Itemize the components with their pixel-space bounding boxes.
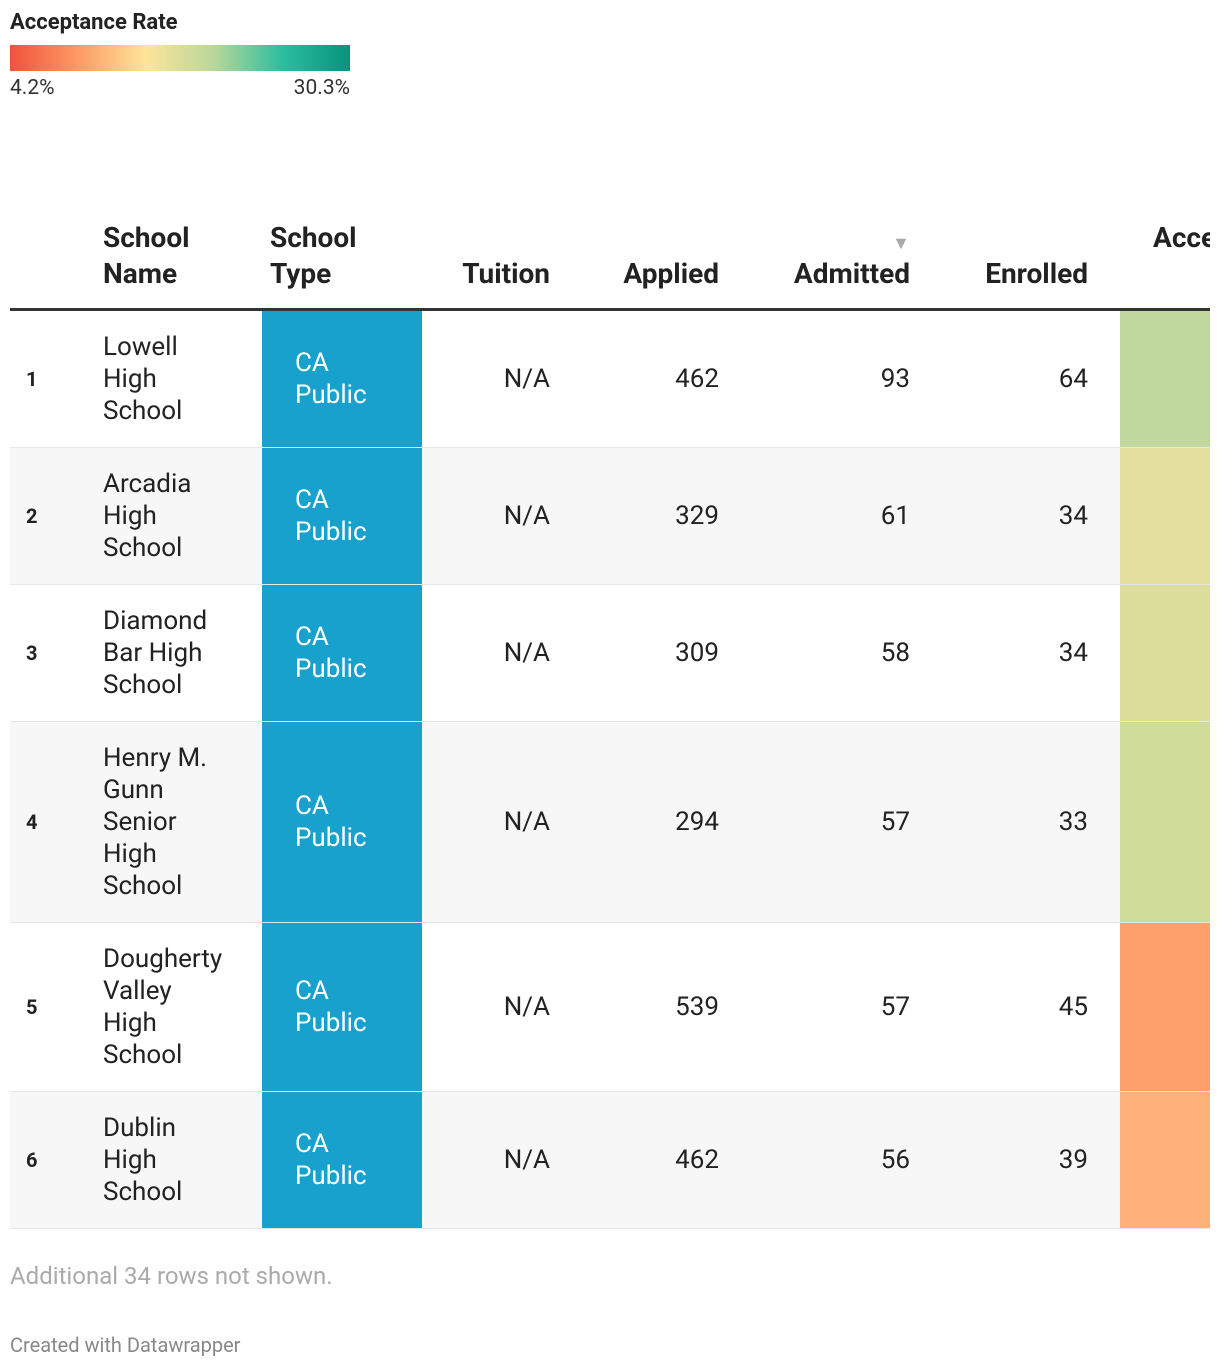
school-name: Arcadia High School <box>95 447 262 585</box>
rate-cell <box>1120 584 1210 722</box>
sort-arrow: ▼ <box>892 233 910 254</box>
applied: 539 <box>582 922 751 1092</box>
applied: 309 <box>582 584 751 722</box>
row: 6 Dublin High School CA Public N/A 462 56 39 <box>10 1091 1210 1229</box>
applied: 462 <box>582 1091 751 1229</box>
school-type: CA Public <box>262 447 422 585</box>
rate-cell <box>1120 721 1210 923</box>
school-name: Dublin High School <box>95 1091 262 1229</box>
school-name: Diamond Bar High School <box>95 584 262 722</box>
rate-cell <box>1120 447 1210 585</box>
footer-note: Additional 34 rows not shown. <box>10 1262 333 1290</box>
school-type: CA Public <box>262 584 422 722</box>
rank: 1 <box>10 309 95 448</box>
enrolled: 64 <box>942 309 1120 448</box>
school-name: Henry M. Gunn Senior High School <box>95 721 262 923</box>
table-wrap: School Name School Type Tuition Applied … <box>10 220 1210 1229</box>
school-type: CA Public <box>262 721 422 923</box>
rate-cell <box>1120 922 1210 1092</box>
admitted: 56 <box>751 1091 942 1229</box>
header-row: School Name School Type Tuition Applied … <box>10 220 1210 311</box>
admitted: 61 <box>751 447 942 585</box>
row: 2 Arcadia High School CA Public N/A 329 61 34 <box>10 447 1210 585</box>
enrolled: 34 <box>942 584 1120 722</box>
row: 4 Henry M. Gunn Senior High School CA Publ… <box>10 721 1210 923</box>
col-header-text: Admitted <box>793 257 910 290</box>
admitted: 57 <box>751 721 942 923</box>
tuition: N/A <box>422 1091 582 1229</box>
rank: 6 <box>10 1091 95 1229</box>
rate-cell <box>1120 1091 1210 1229</box>
legend-max: 30.3% <box>293 76 350 100</box>
applied: 329 <box>582 447 751 585</box>
rank-header <box>10 220 95 311</box>
col-header[interactable]: Tuition <box>422 220 582 311</box>
enrolled: 33 <box>942 721 1120 923</box>
admitted: 93 <box>751 309 942 448</box>
row: 1 Lowell High School CA Public N/A 462 93 64 <box>10 309 1210 448</box>
tuition: N/A <box>422 447 582 585</box>
col-header[interactable]: ▼ Admitted <box>751 220 942 311</box>
table-body: 1 Lowell High School CA Public N/A 462 93 64 2 A… <box>10 309 1210 1229</box>
enrolled: 39 <box>942 1091 1120 1229</box>
enrolled: 34 <box>942 447 1120 585</box>
col-header[interactable]: Acceptance Rate <box>1120 220 1210 311</box>
school-type: CA Public <box>262 309 422 448</box>
applied: 462 <box>582 309 751 448</box>
school-name: Lowell High School <box>95 309 262 448</box>
col-header[interactable]: Enrolled <box>942 220 1120 311</box>
tuition: N/A <box>422 309 582 448</box>
admitted: 57 <box>751 922 942 1092</box>
table: School Name School Type Tuition Applied … <box>10 220 1210 1229</box>
row: 5 Dougherty Valley High School CA Public N/… <box>10 922 1210 1092</box>
tuition: N/A <box>422 922 582 1092</box>
rank: 5 <box>10 922 95 1092</box>
applied: 294 <box>582 721 751 923</box>
rate-cell <box>1120 309 1210 448</box>
col-header[interactable]: School Name <box>95 220 262 311</box>
tuition: N/A <box>422 584 582 722</box>
col-header[interactable]: Applied <box>582 220 751 311</box>
legend-min: 4.2% <box>10 76 55 100</box>
row: 3 Diamond Bar High School CA Public N/A 309 5… <box>10 584 1210 722</box>
rank: 3 <box>10 584 95 722</box>
school-type: CA Public <box>262 922 422 1092</box>
admitted: 58 <box>751 584 942 722</box>
legend-title: Acceptance Rate <box>10 10 178 35</box>
legend-gradient <box>10 45 350 71</box>
credit: Created with Datawrapper <box>10 1333 241 1357</box>
tuition: N/A <box>422 721 582 923</box>
rank: 2 <box>10 447 95 585</box>
school-name: Dougherty Valley High School <box>95 922 262 1092</box>
col-header[interactable]: School Type <box>262 220 422 311</box>
school-type: CA Public <box>262 1091 422 1229</box>
rank: 4 <box>10 721 95 923</box>
enrolled: 45 <box>942 922 1120 1092</box>
